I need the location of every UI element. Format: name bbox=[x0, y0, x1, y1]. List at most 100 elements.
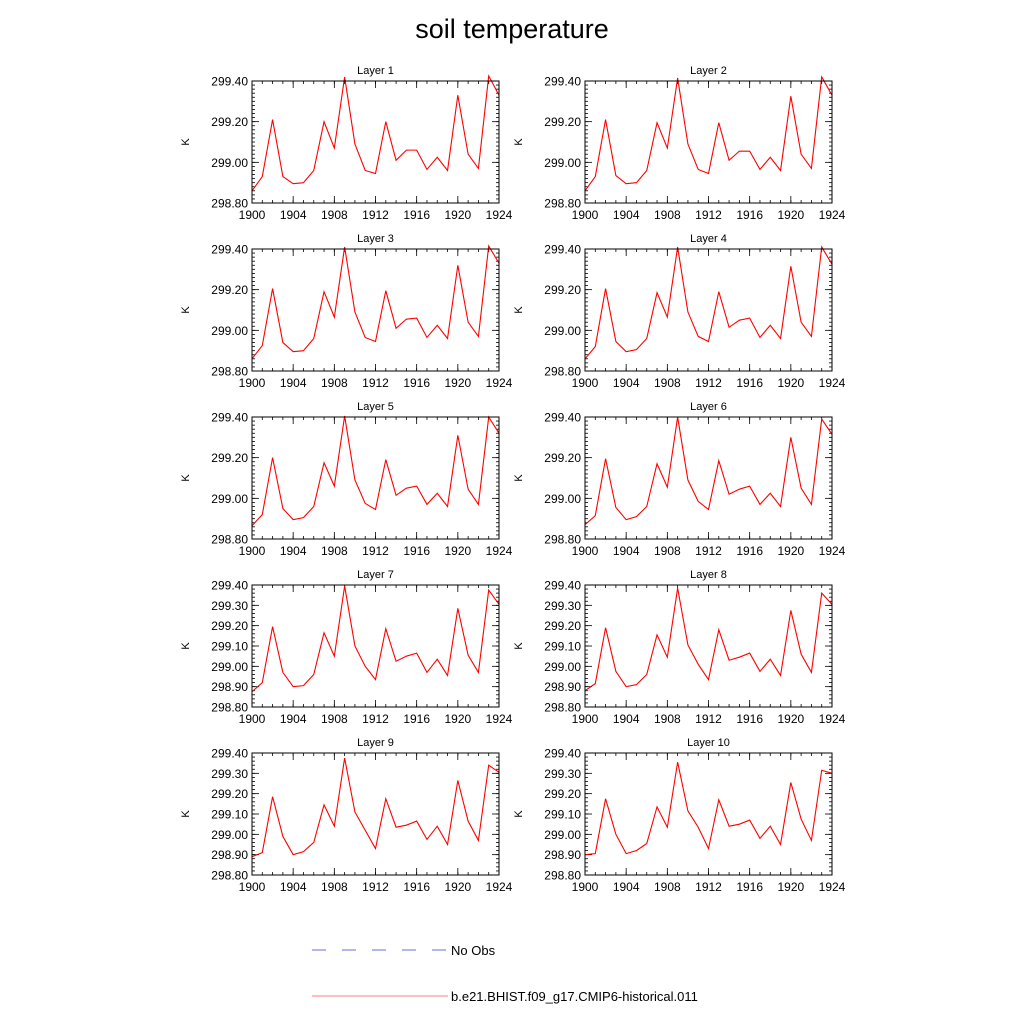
y-tick-label: 299.40 bbox=[544, 243, 581, 257]
y-tick-label: 298.80 bbox=[211, 701, 248, 715]
panel-title: Layer 6 bbox=[690, 401, 727, 413]
panel-layer-10: Layer 10 K 1900 1904 1908 1912 1916 1920 1924 298… bbox=[513, 737, 846, 894]
x-tick-label: 1920 bbox=[444, 208, 471, 222]
x-tick-label: 1900 bbox=[572, 880, 599, 894]
y-tick-label: 299.00 bbox=[544, 156, 581, 170]
x-tick-label: 1924 bbox=[819, 880, 846, 894]
x-tick-label: 1912 bbox=[695, 208, 722, 222]
panel-title: Layer 9 bbox=[357, 737, 394, 749]
series-line bbox=[251, 244, 500, 360]
y-tick-label: 299.00 bbox=[544, 492, 581, 506]
x-tick-label: 1920 bbox=[444, 880, 471, 894]
y-tick-label: 299.10 bbox=[544, 808, 581, 822]
y-axis-label: K bbox=[180, 474, 192, 482]
x-tick-label: 1912 bbox=[362, 208, 389, 222]
legend-model-label: b.e21.BHIST.f09_g17.CMIP6-historical.011 bbox=[451, 989, 698, 1004]
x-tick-label: 1908 bbox=[321, 880, 348, 894]
series-line bbox=[251, 757, 500, 858]
y-tick-label: 299.20 bbox=[211, 115, 248, 129]
x-tick-label: 1908 bbox=[321, 712, 348, 726]
x-tick-label: 1920 bbox=[777, 376, 804, 390]
y-axis-label: K bbox=[513, 306, 525, 314]
y-tick-label: 299.40 bbox=[211, 411, 248, 425]
x-tick-label: 1904 bbox=[280, 208, 307, 222]
panel-title: Layer 2 bbox=[690, 65, 727, 77]
x-tick-label: 1904 bbox=[280, 376, 307, 390]
x-tick-label: 1908 bbox=[654, 880, 681, 894]
y-tick-label: 299.40 bbox=[544, 747, 581, 761]
y-axis-label: K bbox=[180, 642, 192, 650]
x-tick-label: 1900 bbox=[572, 208, 599, 222]
plot-frame bbox=[584, 416, 833, 540]
plot-frame bbox=[584, 584, 833, 708]
y-tick-label: 299.30 bbox=[211, 767, 248, 781]
x-tick-label: 1916 bbox=[403, 208, 430, 222]
y-tick-label: 299.40 bbox=[544, 579, 581, 593]
x-tick-label: 1924 bbox=[486, 712, 513, 726]
y-tick-label: 299.00 bbox=[211, 156, 248, 170]
x-tick-label: 1924 bbox=[819, 544, 846, 558]
y-tick-label: 298.80 bbox=[211, 197, 248, 211]
x-tick-label: 1916 bbox=[403, 880, 430, 894]
x-tick-label: 1900 bbox=[239, 880, 266, 894]
x-tick-label: 1912 bbox=[695, 712, 722, 726]
y-tick-label: 298.90 bbox=[544, 680, 581, 694]
y-tick-label: 298.80 bbox=[211, 869, 248, 883]
series-line bbox=[584, 587, 833, 692]
y-tick-label: 299.40 bbox=[211, 243, 248, 257]
panel-layer-3: Layer 3 K 1900 1904 1908 1912 1916 1920 1924 298.… bbox=[180, 233, 513, 390]
x-tick-label: 1900 bbox=[572, 712, 599, 726]
x-tick-label: 1908 bbox=[654, 376, 681, 390]
x-tick-label: 1908 bbox=[654, 208, 681, 222]
y-tick-label: 298.80 bbox=[544, 869, 581, 883]
y-tick-label: 298.80 bbox=[544, 701, 581, 715]
x-tick-label: 1912 bbox=[695, 376, 722, 390]
y-tick-label: 299.00 bbox=[211, 492, 248, 506]
x-tick-label: 1904 bbox=[280, 544, 307, 558]
y-tick-label: 299.00 bbox=[211, 828, 248, 842]
x-tick-label: 1916 bbox=[736, 376, 763, 390]
x-tick-label: 1904 bbox=[280, 712, 307, 726]
x-tick-label: 1916 bbox=[736, 880, 763, 894]
y-tick-label: 299.00 bbox=[211, 324, 248, 338]
y-axis-label: K bbox=[513, 474, 525, 482]
y-tick-label: 299.00 bbox=[544, 660, 581, 674]
x-tick-label: 1920 bbox=[444, 712, 471, 726]
panel-grid: Layer 1 K 1900 1904 1908 1912 1916 1920 1924 298.… bbox=[180, 65, 846, 894]
y-tick-label: 299.20 bbox=[211, 787, 248, 801]
series-line bbox=[584, 245, 833, 360]
y-tick-label: 299.20 bbox=[544, 787, 581, 801]
plot-frame bbox=[584, 248, 833, 372]
x-tick-label: 1924 bbox=[486, 880, 513, 894]
y-tick-label: 299.10 bbox=[211, 808, 248, 822]
x-tick-label: 1916 bbox=[403, 544, 430, 558]
plot-frame bbox=[251, 248, 500, 372]
panel-title: Layer 5 bbox=[357, 401, 394, 413]
x-tick-label: 1924 bbox=[819, 376, 846, 390]
y-tick-label: 298.90 bbox=[544, 848, 581, 862]
x-tick-label: 1900 bbox=[572, 544, 599, 558]
y-axis-label: K bbox=[513, 138, 525, 146]
x-tick-label: 1908 bbox=[321, 208, 348, 222]
x-tick-label: 1904 bbox=[613, 208, 640, 222]
panel-layer-2: Layer 2 K 1900 1904 1908 1912 1916 1920 1924 298.… bbox=[513, 65, 846, 222]
x-tick-label: 1904 bbox=[613, 880, 640, 894]
x-tick-label: 1920 bbox=[444, 376, 471, 390]
panel-title: Layer 7 bbox=[357, 569, 394, 581]
x-tick-label: 1908 bbox=[321, 376, 348, 390]
x-tick-label: 1908 bbox=[654, 544, 681, 558]
y-tick-label: 299.40 bbox=[544, 75, 581, 89]
x-tick-label: 1904 bbox=[280, 880, 307, 894]
panel-layer-4: Layer 4 K 1900 1904 1908 1912 1916 1920 1924 298.… bbox=[513, 233, 846, 390]
plot-frame bbox=[251, 416, 500, 540]
plot-frame bbox=[584, 752, 833, 876]
legend: No Obs b.e21.BHIST.f09_g17.CMIP6-histori… bbox=[312, 943, 698, 1004]
y-tick-label: 299.20 bbox=[211, 619, 248, 633]
panel-title: Layer 3 bbox=[357, 233, 394, 245]
panel-title: Layer 8 bbox=[690, 569, 727, 581]
y-tick-label: 298.80 bbox=[211, 365, 248, 379]
series-line bbox=[251, 74, 500, 192]
y-tick-label: 299.40 bbox=[211, 75, 248, 89]
y-tick-label: 299.20 bbox=[544, 283, 581, 297]
